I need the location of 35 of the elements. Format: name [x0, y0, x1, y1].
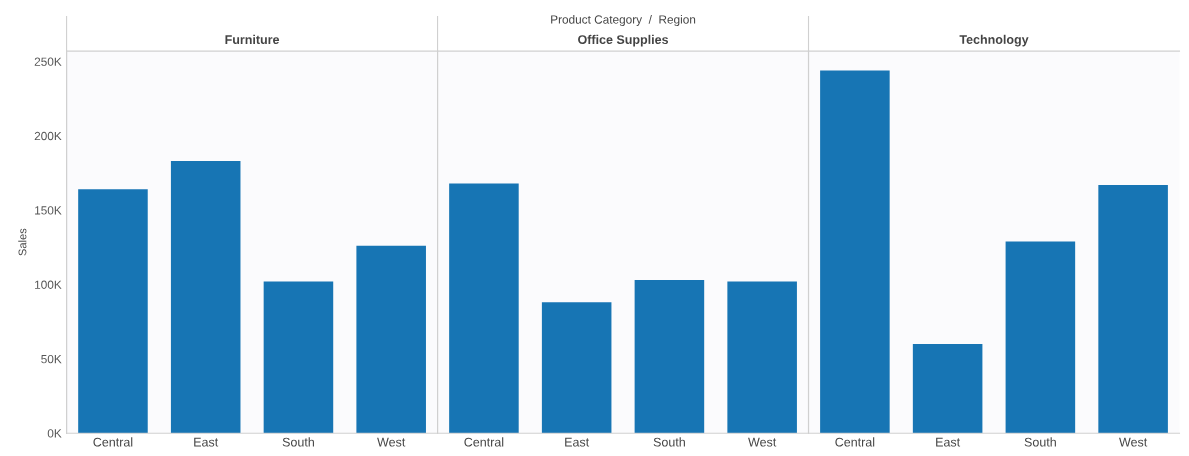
bar [634, 280, 705, 434]
x-tick-label: East [565, 437, 590, 447]
x-tick-label: South [653, 437, 685, 447]
y-tick-label: 150K [35, 206, 62, 215]
x-tick-label: Central [835, 437, 875, 447]
x-tick-label: Central [93, 437, 133, 447]
x-tick-label: East [936, 437, 961, 447]
bar [263, 281, 334, 434]
bar [1098, 184, 1168, 434]
bar [1005, 241, 1076, 434]
x-tick-label: Central [464, 437, 504, 447]
y-axis-title: Sales [18, 228, 27, 256]
bar [820, 70, 890, 434]
bar [170, 161, 241, 434]
y-tick-label: 200K [34, 131, 62, 141]
x-tick-label: West [1119, 437, 1148, 447]
bar [356, 245, 426, 434]
y-tick-label: 100K [35, 280, 62, 289]
y-tick-label: 0K [47, 429, 62, 438]
chart-title: Technology [959, 34, 1029, 47]
x-tick-label: West [748, 437, 777, 447]
text: Product Category / Region [551, 15, 696, 27]
bar [541, 302, 612, 434]
bar [912, 343, 983, 434]
y-tick-label: 50K [41, 354, 62, 364]
x-tick-label: South [282, 437, 314, 447]
chart-title: Office Supplies [578, 34, 669, 47]
x-tick-label: East [194, 437, 219, 447]
y-tick-label: 250K [34, 57, 62, 66]
bar [727, 281, 797, 434]
x-tick-label: West [377, 437, 406, 447]
chart-title: Furniture [225, 34, 280, 45]
x-tick-label: South [1024, 437, 1056, 447]
bar [449, 183, 519, 434]
bar [78, 189, 148, 434]
